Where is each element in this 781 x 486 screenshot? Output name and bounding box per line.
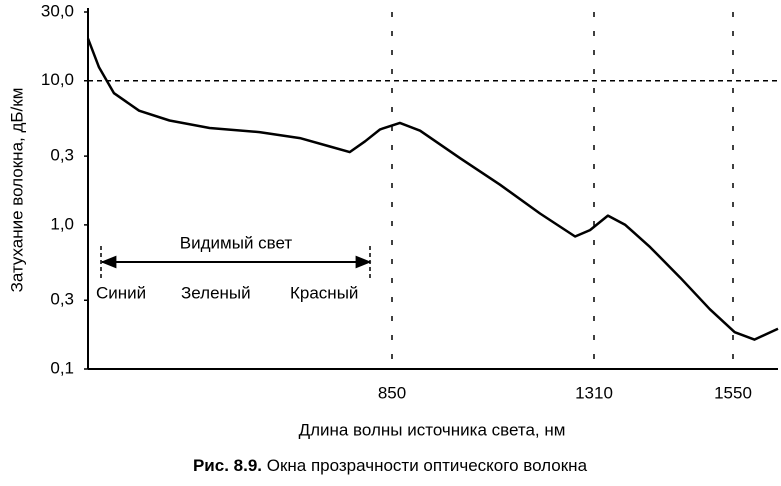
range-label: Видимый свет — [180, 233, 293, 252]
band-label: Зеленый — [181, 283, 251, 302]
caption: Рис. 8.9. Окна прозрачности оптического … — [193, 456, 588, 475]
band-label: Красный — [290, 283, 358, 302]
band-label: Синий — [96, 283, 146, 302]
y-tick-label: 0,3 — [50, 290, 74, 309]
y-tick-label: 10,0 — [41, 70, 74, 89]
y-tick-label: 0,1 — [50, 358, 74, 377]
chart-title: Окна прозрачности оптического волокна — [267, 456, 588, 475]
x-tick-label: 1310 — [575, 383, 613, 402]
x-tick-label: 850 — [378, 383, 406, 402]
x-tick-label: 1550 — [714, 383, 752, 402]
attenuation-curve — [86, 38, 779, 341]
y-tick-label: 1,0 — [50, 214, 74, 233]
figure-label: Рис. 8.9. — [193, 456, 262, 475]
y-tick-label: 0,3 — [50, 146, 74, 165]
y-axis-label: Затухание волокна, дБ/км — [7, 88, 26, 293]
y-tick-label: 30,0 — [41, 1, 74, 20]
x-axis-label: Длина волны источника света, нм — [299, 420, 566, 439]
